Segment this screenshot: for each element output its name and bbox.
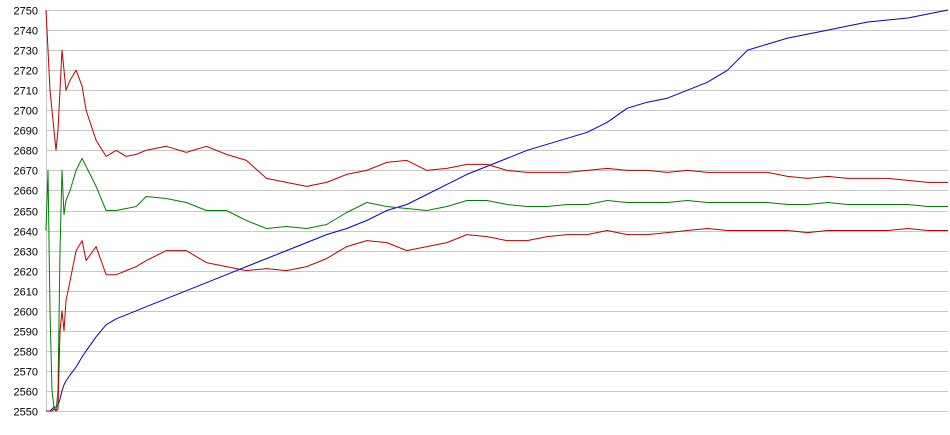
y-axis: 2550 2560 2570 2580 2590 2600 2610 2620 2630 2640… [14, 6, 47, 419]
y-tick-label: 2610 [14, 287, 38, 299]
y-tick-label: 2570 [14, 367, 38, 379]
y-tick-label: 2600 [14, 307, 38, 319]
y-tick-label: 2670 [14, 166, 38, 178]
y-tick-label: 2640 [14, 227, 38, 239]
y-tick-label: 2730 [14, 46, 38, 58]
y-tick-label: 2590 [14, 327, 38, 339]
series-group [45, 9, 949, 412]
y-tick-label: 2690 [14, 126, 38, 138]
y-tick-label: 2720 [14, 66, 38, 78]
series-line-1 [46, 9, 949, 412]
y-tick-label: 2710 [14, 86, 38, 98]
y-tick-label: 2740 [14, 26, 38, 38]
series-line-4 [46, 228, 948, 412]
y-tick-label: 2660 [14, 186, 38, 198]
y-tick-label: 2680 [14, 146, 38, 158]
y-tick-label: 2550 [14, 407, 38, 419]
y-tick-label: 2630 [14, 247, 38, 259]
y-tick-label: 2700 [14, 106, 38, 118]
y-tick-label: 2580 [14, 347, 38, 359]
y-tick-label: 2620 [14, 267, 38, 279]
y-tick-label: 2560 [14, 387, 38, 399]
series-line-3 [45, 157, 948, 412]
series-line-2 [45, 9, 948, 187]
gridlines [46, 10, 948, 412]
y-tick-label: 2650 [14, 207, 38, 219]
y-tick-label: 2750 [14, 6, 38, 18]
